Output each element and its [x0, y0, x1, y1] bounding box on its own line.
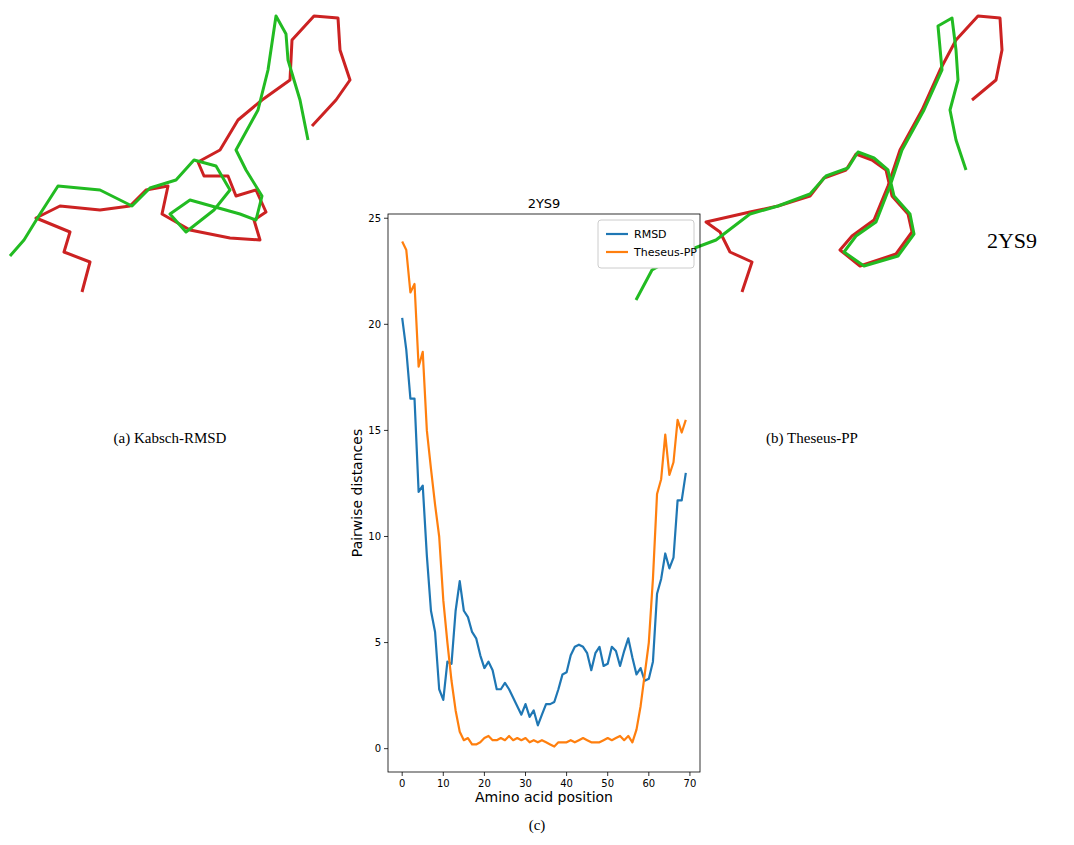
- legend: RMSD Theseus-PP: [598, 220, 697, 268]
- x-tick: [648, 772, 649, 776]
- chart-title: 2YS9: [528, 196, 561, 211]
- y-tick: [384, 218, 388, 219]
- figure: 2YS9 (a) Kabsch-RMSD (b) Theseus-PP (c) 2YS9…: [0, 0, 1074, 845]
- legend-box: [598, 220, 694, 268]
- series-line: [402, 242, 686, 747]
- y-tick-label: 5: [375, 637, 381, 648]
- x-tick-label: 70: [684, 778, 697, 789]
- x-tick-label: 20: [478, 778, 491, 789]
- y-tick-label: 10: [368, 531, 381, 542]
- x-axis-title: Amino acid position: [475, 789, 613, 805]
- line-chart: 2YS9 0 10 20 30 40 50 60 70 0 5 10 15 20 25 Amino acid …: [349, 196, 700, 805]
- x-tick: [689, 772, 690, 776]
- structure-a: [10, 16, 350, 292]
- x-tick-label: 10: [437, 778, 450, 789]
- y-tick-label: 15: [368, 425, 381, 436]
- y-tick: [384, 536, 388, 537]
- plot-frame: [388, 214, 700, 772]
- x-tick-label: 60: [642, 778, 655, 789]
- y-tick: [384, 748, 388, 749]
- x-tick: [484, 772, 485, 776]
- y-tick-label: 20: [368, 319, 381, 330]
- x-tick-label: 50: [601, 778, 614, 789]
- x-tick: [443, 772, 444, 776]
- legend-swatch: [606, 251, 628, 253]
- series-line: [402, 318, 686, 725]
- x-tick: [607, 772, 608, 776]
- x-tick: [566, 772, 567, 776]
- legend-label: RMSD: [634, 228, 667, 241]
- x-tick-label: 30: [519, 778, 532, 789]
- plot-area: [402, 242, 686, 747]
- y-tick-label: 0: [375, 743, 381, 754]
- x-tick: [525, 772, 526, 776]
- backbone-aligned: [10, 16, 308, 256]
- y-tick: [384, 430, 388, 431]
- y-tick-label: 25: [368, 213, 381, 224]
- panel-caption: (a) Kabsch-RMSD: [114, 430, 227, 447]
- backbone-reference: [36, 16, 350, 292]
- x-tick: [402, 772, 403, 776]
- legend-label: Theseus-PP: [633, 246, 697, 259]
- y-tick: [384, 324, 388, 325]
- y-tick: [384, 642, 388, 643]
- panel-caption: (b) Theseus-PP: [766, 430, 858, 447]
- y-axis-title: Pairwise distances: [349, 429, 365, 557]
- structure-label: 2YS9: [987, 228, 1037, 253]
- panel-caption: (c): [529, 817, 546, 834]
- x-tick-label: 0: [399, 778, 405, 789]
- legend-swatch: [606, 233, 628, 235]
- x-tick-label: 40: [560, 778, 573, 789]
